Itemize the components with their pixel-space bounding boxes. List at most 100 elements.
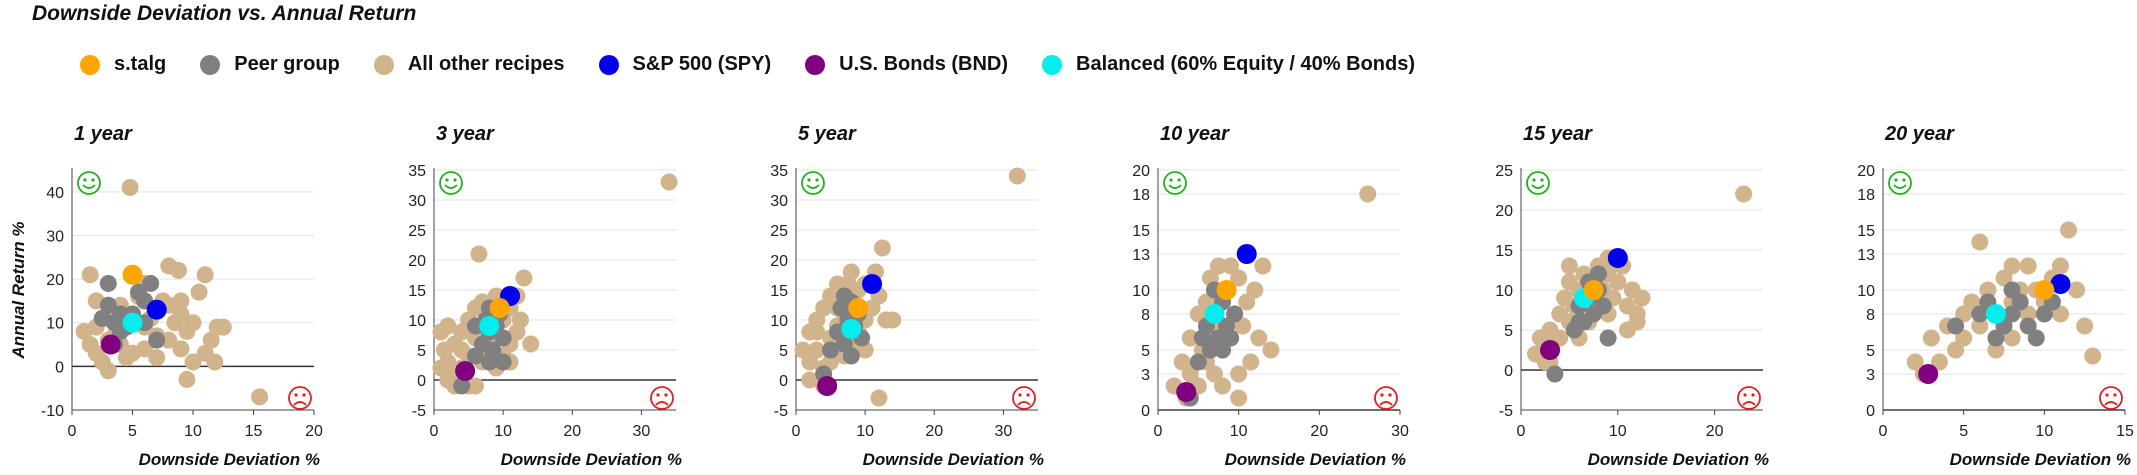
- x-tick-label: 15: [2116, 423, 2134, 440]
- x-tick-label: 5: [1959, 423, 1968, 440]
- face-eye: [302, 393, 305, 396]
- face-eye: [815, 178, 818, 181]
- scatter-point: [1629, 314, 1646, 331]
- scatter-point: [1254, 258, 1271, 275]
- x-tick-label: 15: [245, 423, 263, 440]
- scatter-point: [123, 265, 143, 285]
- face-eye: [664, 393, 667, 396]
- y-tick-label: 15: [1495, 243, 1513, 260]
- y-tick-label: 30: [46, 228, 64, 245]
- scatter-point: [1226, 306, 1243, 323]
- scatter-point: [1590, 266, 1607, 283]
- face-eye: [1177, 178, 1180, 181]
- scatter-point: [172, 292, 189, 309]
- chart-panel: 20 year 0 3 5 8 10 13 15 18 20 0 5 10 15 Downside Devi…: [1857, 123, 2134, 469]
- face-eye: [1169, 178, 1172, 181]
- face-eye: [807, 178, 810, 181]
- face-mouth: [1894, 185, 1906, 188]
- y-tick-label: 5: [1866, 343, 1875, 360]
- y-tick-label: 15: [1857, 223, 1875, 240]
- x-tick-label: 20: [563, 423, 581, 440]
- scatter-point: [178, 371, 195, 388]
- scatter-point: [2034, 280, 2054, 300]
- smiley-face-icon: [440, 172, 462, 194]
- scatter-point: [1230, 390, 1247, 407]
- scatter-point: [817, 376, 837, 396]
- scatter-point: [122, 179, 139, 196]
- x-tick-label: 5: [128, 423, 137, 440]
- y-tick-label: 20: [770, 253, 788, 270]
- scatter-point: [490, 298, 510, 318]
- face-eye: [1388, 393, 1391, 396]
- y-tick-label: 15: [770, 283, 788, 300]
- scatter-point: [142, 275, 159, 292]
- y-tick-label: 20: [1495, 203, 1513, 220]
- y-tick-label: 30: [770, 193, 788, 210]
- y-tick-label: 5: [779, 343, 788, 360]
- scatter-point: [495, 354, 512, 371]
- scatter-point: [808, 324, 825, 341]
- y-tick-label: 5: [1504, 323, 1513, 340]
- scatter-point: [848, 298, 868, 318]
- x-tick-label: 20: [925, 423, 943, 440]
- scatter-point: [2004, 258, 2021, 275]
- chart-panel: 5 year-5051015202530350 10 20 30Downside De…: [770, 123, 1044, 469]
- scatter-point: [1571, 314, 1588, 331]
- frowning-face-icon: [1375, 387, 1397, 409]
- scatter-point: [862, 274, 882, 294]
- smiley-face-icon: [1164, 172, 1186, 194]
- face-mouth: [83, 185, 95, 188]
- scatter-point: [123, 313, 143, 333]
- scatter-point: [1546, 366, 1563, 383]
- chart-panel: 10 year 0 3 5 8 10 13 15 18 20 0 10 20 30 Downside Dev…: [1132, 123, 1409, 469]
- x-tick-label: 30: [633, 423, 651, 440]
- y-tick-label: 20: [46, 272, 64, 289]
- face-mouth: [1380, 402, 1392, 405]
- y-tick-label: 8: [1866, 307, 1875, 324]
- scatter-point: [1971, 234, 1988, 251]
- y-tick-label: 10: [1857, 283, 1875, 300]
- face-eye: [2105, 393, 2108, 396]
- face-mouth: [2105, 402, 2117, 405]
- y-tick-label: 0: [417, 373, 426, 390]
- scatter-point: [455, 361, 475, 381]
- scatter-point: [172, 340, 189, 357]
- face-eye: [1026, 393, 1029, 396]
- face-mouth: [1018, 402, 1030, 405]
- y-tick-label: 25: [1495, 163, 1513, 180]
- frowning-face-icon: [2100, 387, 2122, 409]
- scatter-point: [870, 390, 887, 407]
- y-tick-label: 20: [1132, 163, 1150, 180]
- x-tick-label: 0: [792, 423, 801, 440]
- face-eye: [2113, 393, 2116, 396]
- x-tick-label: 20: [1706, 423, 1724, 440]
- scatter-point: [148, 349, 165, 366]
- y-tick-label: 18: [1132, 187, 1150, 204]
- scatter-point: [185, 354, 202, 371]
- face-mouth: [294, 402, 306, 405]
- smiley-face-icon: [78, 172, 100, 194]
- y-tick-label: 18: [1857, 187, 1875, 204]
- y-tick-label: 25: [770, 223, 788, 240]
- x-tick-label: 0: [430, 423, 439, 440]
- scatter-point: [874, 240, 891, 257]
- scatter-point: [1250, 330, 1267, 347]
- frowning-face-icon: [289, 387, 311, 409]
- y-tick-label: 10: [46, 316, 64, 333]
- face-outline: [440, 172, 462, 194]
- x-tick-label: 10: [1230, 423, 1248, 440]
- face-eye: [1894, 178, 1897, 181]
- chart-title: 10 year: [1160, 123, 1230, 145]
- y-tick-label: 5: [417, 343, 426, 360]
- scatter-point: [1190, 354, 1207, 371]
- face-outline: [1738, 387, 1760, 409]
- y-tick-label: 0: [1504, 363, 1513, 380]
- y-tick-label: 20: [1857, 163, 1875, 180]
- face-eye: [656, 393, 659, 396]
- scatter-point: [1600, 330, 1617, 347]
- scatter-point: [1009, 168, 1026, 185]
- scatter-point: [1595, 298, 1612, 315]
- scatter-point: [1634, 290, 1651, 307]
- y-tick-label: 0: [55, 359, 64, 376]
- y-tick-label: 5: [1141, 343, 1150, 360]
